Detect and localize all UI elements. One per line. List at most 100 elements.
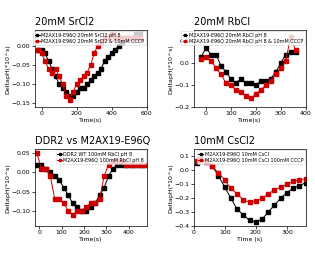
M2AX19-E96Q 20mM SrCl2 pH 8 — [82, 86, 85, 89]
DDR2 WT 100mM RbCl pH 8 — [134, 163, 137, 166]
M2AX19-E96Q 10mM CsCl — [254, 220, 258, 224]
M2AX19-E96Q 100mM RbCl pH 8 — [71, 213, 75, 216]
M2AX19-E96Q 20mM SrCl2 & 10mM CCCP — [75, 83, 78, 86]
M2AX19-E96Q 20mM SrCl2 & 10mM CCCP — [127, 37, 131, 40]
M2AX19-E96Q 100mM RbCl pH 8 — [120, 159, 124, 162]
M2AX19-E96Q 20mM SrCl2 pH 8 — [54, 75, 58, 78]
M2AX19-E96Q 10mM CsCl — [285, 191, 289, 194]
M2AX19-E96Q 20mM SrCl2 & 10mM CCCP — [64, 94, 68, 97]
M2AX19-E96Q 10mM CsCl — [291, 187, 295, 190]
M2AX19-E96Q 20mM SrCl2 & 10mM CCCP — [61, 83, 65, 86]
M2AX19-E96Q 20mM RbCl pH 8 & 10mM CCCP — [224, 82, 228, 85]
M2AX19-E96Q 20mM RbCl pH 8 — [274, 71, 278, 74]
M2AX19-E96Q 20mM SrCl2 & 10mM CCCP — [113, 37, 117, 40]
Legend: DDR2 WT 100mM RbCl pH 8, M2AX19-E96Q 100mM RbCl pH 8: DDR2 WT 100mM RbCl pH 8, M2AX19-E96Q 100… — [56, 150, 146, 164]
M2AX19-E96Q 20mM SrCl2 & 10mM CCCP — [71, 90, 75, 93]
M2AX19-E96Q 100mM RbCl pH 8 — [93, 201, 97, 204]
M2AX19-E96Q 20mM RbCl pH 8 — [254, 84, 258, 87]
M2AX19-E96Q 100mM RbCl pH 8 — [116, 159, 119, 162]
M2AX19-E96Q 10mM CsCl — [204, 159, 208, 162]
M2AX19-E96Q 20mM SrCl2 & 10mM CCCP — [47, 67, 50, 70]
M2AX19-E96Q 20mM RbCl pH 8 & 10mM CCCP — [269, 79, 272, 82]
M2AX19-E96Q 20mM RbCl pH 8 & 10mM CCCP — [244, 95, 248, 98]
Line: M2AX19-E96Q 20mM SrCl2 & 10mM CCCP: M2AX19-E96Q 20mM SrCl2 & 10mM CCCP — [37, 33, 141, 101]
X-axis label: Time(s): Time(s) — [79, 118, 102, 123]
M2AX19-E96Q 10mM CsCl — [229, 197, 233, 200]
M2AX19-E96Q 10mM CsCl 100mM CCCP — [260, 197, 264, 200]
M2AX19-E96Q 20mM RbCl pH 8 — [199, 55, 203, 58]
X-axis label: Time(s): Time(s) — [238, 118, 261, 123]
Y-axis label: DeltapH(*10^s): DeltapH(*10^s) — [168, 163, 173, 213]
Line: M2AX19-E96Q 100mM RbCl pH 8: M2AX19-E96Q 100mM RbCl pH 8 — [35, 151, 146, 216]
M2AX19-E96Q 20mM SrCl2 pH 8 — [57, 83, 61, 86]
M2AX19-E96Q 20mM RbCl pH 8 & 10mM CCCP — [279, 66, 283, 69]
M2AX19-E96Q 100mM RbCl pH 8 — [111, 159, 115, 162]
M2AX19-E96Q 10mM CsCl — [304, 181, 307, 184]
Line: M2AX19-E96Q 10mM CsCl 100mM CCCP: M2AX19-E96Q 10mM CsCl 100mM CCCP — [195, 157, 307, 204]
M2AX19-E96Q 20mM RbCl pH 8 — [229, 77, 233, 80]
M2AX19-E96Q 20mM RbCl pH 8 & 10mM CCCP — [234, 88, 238, 91]
M2AX19-E96Q 10mM CsCl 100mM CCCP — [217, 171, 220, 174]
DDR2 WT 100mM RbCl pH 8 — [98, 194, 101, 197]
M2AX19-E96Q 10mM CsCl 100mM CCCP — [279, 185, 283, 188]
M2AX19-E96Q 20mM SrCl2 & 10mM CCCP — [96, 44, 100, 47]
M2AX19-E96Q 20mM SrCl2 & 10mM CCCP — [117, 37, 121, 40]
DDR2 WT 100mM RbCl pH 8 — [71, 201, 75, 204]
M2AX19-E96Q 20mM SrCl2 & 10mM CCCP — [124, 37, 128, 40]
M2AX19-E96Q 20mM SrCl2 & 10mM CCCP — [54, 67, 58, 70]
M2AX19-E96Q 10mM CsCl 100mM CCCP — [195, 159, 198, 162]
M2AX19-E96Q 20mM SrCl2 & 10mM CCCP — [36, 48, 40, 51]
DDR2 WT 100mM RbCl pH 8 — [44, 167, 48, 170]
M2AX19-E96Q 100mM RbCl pH 8 — [138, 163, 142, 166]
M2AX19-E96Q 100mM RbCl pH 8 — [49, 175, 52, 178]
M2AX19-E96Q 100mM RbCl pH 8 — [35, 152, 39, 155]
M2AX19-E96Q 10mM CsCl 100mM CCCP — [210, 165, 214, 168]
DDR2 WT 100mM RbCl pH 8 — [53, 175, 57, 178]
M2AX19-E96Q 20mM SrCl2 pH 8 — [134, 33, 138, 36]
M2AX19-E96Q 20mM RbCl pH 8 & 10mM CCCP — [284, 60, 288, 63]
M2AX19-E96Q 20mM RbCl pH 8 & 10mM CCCP — [219, 73, 223, 76]
M2AX19-E96Q 100mM RbCl pH 8 — [84, 205, 88, 209]
M2AX19-E96Q 20mM RbCl pH 8 & 10mM CCCP — [229, 84, 233, 87]
DDR2 WT 100mM RbCl pH 8 — [57, 179, 61, 182]
M2AX19-E96Q 10mM CsCl 100mM CCCP — [223, 179, 226, 182]
M2AX19-E96Q 20mM SrCl2 pH 8 — [110, 52, 113, 55]
M2AX19-E96Q 20mM RbCl pH 8 & 10mM CCCP — [264, 84, 268, 87]
M2AX19-E96Q 20mM RbCl pH 8 — [219, 64, 223, 67]
M2AX19-E96Q 20mM RbCl pH 8 & 10mM CCCP — [274, 73, 278, 76]
M2AX19-E96Q 20mM SrCl2 pH 8 — [43, 52, 47, 55]
M2AX19-E96Q 10mM CsCl 100mM CCCP — [204, 160, 208, 163]
M2AX19-E96Q 100mM RbCl pH 8 — [75, 209, 79, 212]
DDR2 WT 100mM RbCl pH 8 — [116, 163, 119, 166]
M2AX19-E96Q 100mM RbCl pH 8 — [66, 209, 70, 212]
Y-axis label: DeltapH(*10^s): DeltapH(*10^s) — [5, 44, 10, 94]
M2AX19-E96Q 100mM RbCl pH 8 — [98, 198, 101, 201]
M2AX19-E96Q 10mM CsCl 100mM CCCP — [248, 201, 251, 204]
M2AX19-E96Q 100mM RbCl pH 8 — [80, 209, 83, 212]
M2AX19-E96Q 20mM RbCl pH 8 — [204, 46, 208, 50]
DDR2 WT 100mM RbCl pH 8 — [66, 194, 70, 197]
M2AX19-E96Q 100mM RbCl pH 8 — [62, 201, 66, 204]
M2AX19-E96Q 20mM SrCl2 pH 8 — [103, 60, 106, 63]
M2AX19-E96Q 20mM RbCl pH 8 — [249, 82, 253, 85]
M2AX19-E96Q 20mM SrCl2 & 10mM CCCP — [110, 33, 113, 36]
Legend: M2AX19-E96Q 20mM SrCl2 pH 8, M2AX19-E96Q 20mM SrCl2 & 10mM CCCP: M2AX19-E96Q 20mM SrCl2 pH 8, M2AX19-E96Q… — [33, 31, 146, 45]
M2AX19-E96Q 20mM RbCl pH 8 — [269, 77, 272, 80]
DDR2 WT 100mM RbCl pH 8 — [102, 186, 106, 189]
M2AX19-E96Q 10mM CsCl — [223, 185, 226, 188]
DDR2 WT 100mM RbCl pH 8 — [124, 163, 128, 166]
M2AX19-E96Q 20mM SrCl2 & 10mM CCCP — [134, 37, 138, 40]
M2AX19-E96Q 20mM SrCl2 & 10mM CCCP — [92, 52, 96, 55]
DDR2 WT 100mM RbCl pH 8 — [75, 205, 79, 209]
M2AX19-E96Q 20mM SrCl2 pH 8 — [50, 67, 54, 70]
M2AX19-E96Q 100mM RbCl pH 8 — [129, 163, 133, 166]
M2AX19-E96Q 20mM RbCl pH 8 — [244, 82, 248, 85]
M2AX19-E96Q 20mM RbCl pH 8 & 10mM CCCP — [199, 57, 203, 60]
DDR2 WT 100mM RbCl pH 8 — [111, 167, 115, 170]
M2AX19-E96Q 100mM RbCl pH 8 — [57, 198, 61, 201]
M2AX19-E96Q 20mM SrCl2 & 10mM CCCP — [40, 52, 43, 55]
M2AX19-E96Q 20mM SrCl2 pH 8 — [68, 94, 72, 97]
DDR2 WT 100mM RbCl pH 8 — [129, 163, 133, 166]
DDR2 WT 100mM RbCl pH 8 — [35, 163, 39, 166]
Line: DDR2 WT 100mM RbCl pH 8: DDR2 WT 100mM RbCl pH 8 — [35, 163, 146, 212]
